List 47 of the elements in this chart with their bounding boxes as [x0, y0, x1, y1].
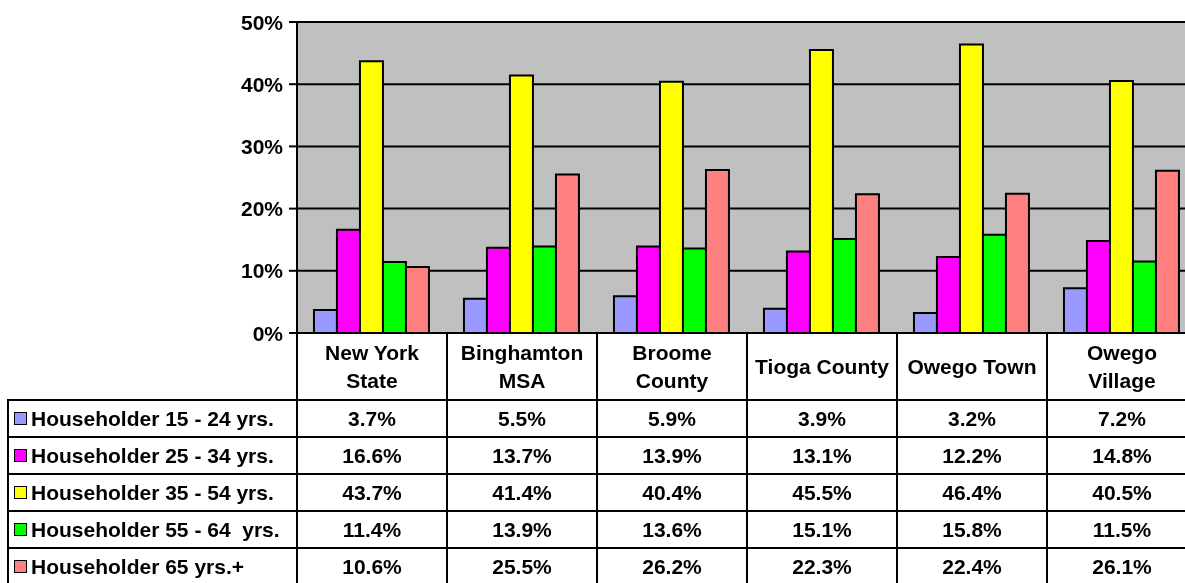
data-label: 12.2%	[942, 443, 1002, 468]
data-label: 5.9%	[648, 406, 696, 431]
data-label: 45.5%	[792, 480, 852, 505]
data-label: 10.6%	[342, 554, 402, 579]
data-label: 13.6%	[642, 517, 702, 542]
x-tick-label: Tioga County	[755, 355, 890, 379]
data-label: 7.2%	[1098, 406, 1146, 431]
y-tick-label: 50%	[240, 10, 284, 34]
data-label: 5.5%	[498, 406, 546, 431]
data-label: 3.9%	[798, 406, 846, 431]
x-tick-label: Owego Town	[907, 355, 1037, 379]
data-label: 26.1%	[1092, 554, 1152, 579]
y-tick-label: 40%	[240, 72, 284, 96]
data-label: 3.7%	[348, 406, 396, 431]
y-tick-label: 0%	[252, 321, 284, 345]
data-label: 11.4%	[342, 517, 402, 542]
data-label: 13.9%	[642, 443, 702, 468]
data-label: 41.4%	[492, 480, 552, 505]
data-label: 46.4%	[942, 480, 1002, 505]
data-label: 11.5%	[1092, 517, 1152, 542]
x-tick-label: Owego Village	[1086, 341, 1158, 393]
data-label: 14.8%	[1092, 443, 1152, 468]
data-label: 16.6%	[342, 443, 402, 468]
legend-label: Householder 55 - 64 yrs.	[31, 517, 280, 542]
legend-label: Householder 25 - 34 yrs.	[31, 443, 274, 468]
data-label: 40.4%	[642, 480, 702, 505]
data-label: 22.4%	[942, 554, 1002, 579]
data-label: 15.1%	[792, 517, 852, 542]
data-label: 26.2%	[642, 554, 702, 579]
legend-label: Householder 15 - 24 yrs.	[31, 406, 274, 431]
y-tick-label: 30%	[240, 134, 284, 158]
data-label: 22.3%	[792, 554, 852, 579]
legend-label: Householder 35 - 54 yrs.	[31, 480, 274, 505]
y-tick-label: 20%	[240, 197, 284, 221]
data-label: 13.7%	[492, 443, 552, 468]
data-label: 13.9%	[492, 517, 552, 542]
data-label: 15.8%	[942, 517, 1002, 542]
y-tick-label: 10%	[240, 259, 284, 283]
data-label: 43.7%	[342, 480, 402, 505]
x-tick-label: Broome County	[632, 341, 712, 393]
x-tick-label: Binghamton MSA	[460, 341, 584, 393]
x-tick-label: New York State	[325, 341, 420, 393]
data-label: 13.1%	[792, 443, 852, 468]
data-label: 40.5%	[1092, 480, 1152, 505]
data-label: 25.5%	[492, 554, 552, 579]
legend-label: Householder 65 yrs.+	[31, 554, 245, 579]
data-label: 3.2%	[948, 406, 996, 431]
